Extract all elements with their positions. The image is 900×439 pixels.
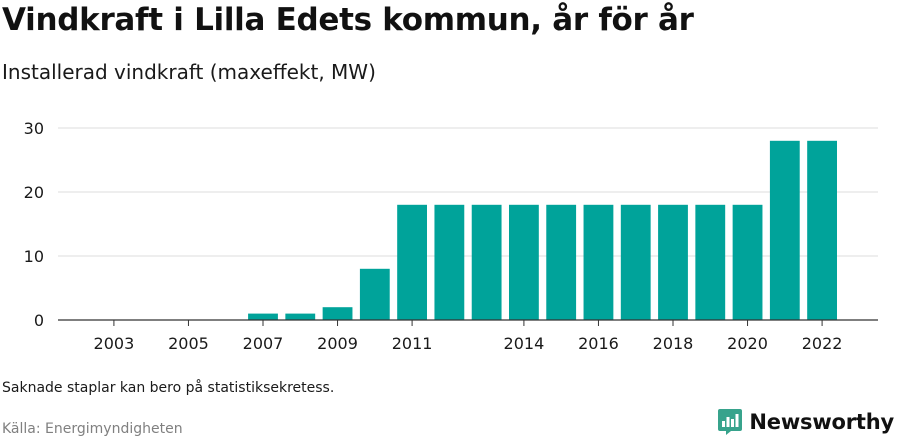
- chart-subtitle: Installerad vindkraft (maxeffekt, MW): [2, 60, 376, 84]
- y-tick-label: 20: [24, 183, 44, 202]
- x-tick-label: 2005: [168, 334, 209, 353]
- bar-2019: [695, 204, 726, 320]
- x-tick-label: 2003: [94, 334, 135, 353]
- bar-2017: [620, 204, 651, 320]
- bar-chart-logo-icon: [718, 409, 743, 435]
- bar-2021: [769, 140, 800, 320]
- bar-2011: [397, 204, 427, 320]
- x-tick-label: 2022: [802, 334, 843, 353]
- bar-2013: [471, 204, 502, 320]
- bar-2012: [434, 204, 465, 320]
- footnote: Saknade staplar kan bero på statistiksek…: [2, 380, 335, 396]
- x-tick-label: 2016: [578, 334, 619, 353]
- source-label: Källa: Energimyndigheten: [2, 421, 183, 437]
- bar-chart: 0 10 20 30 2003 2005 2007 2009 2011 2014 2016 2018 2…: [24, 119, 878, 353]
- brand-name: Newsworthy: [749, 410, 894, 434]
- bar-2014: [509, 204, 539, 320]
- y-tick-label: 30: [24, 119, 44, 138]
- bar-2010: [359, 268, 390, 320]
- x-tick-label: 2007: [243, 334, 284, 353]
- x-tick-label: 2018: [653, 334, 694, 353]
- x-tick-label: 2009: [317, 334, 358, 353]
- x-tick-label: 2014: [504, 334, 545, 353]
- bar-2022: [807, 140, 837, 320]
- bar-2009: [322, 307, 353, 320]
- newsworthy-logo[interactable]: Newsworthy: [717, 407, 894, 437]
- bar-2008: [285, 313, 316, 320]
- bar-2007: [248, 313, 278, 320]
- x-tick-label: 2011: [392, 334, 433, 353]
- chart-title: Vindkraft i Lilla Edets kommun, år för å…: [2, 2, 694, 38]
- bar-2018: [658, 204, 688, 320]
- bar-2015: [546, 204, 577, 320]
- x-tick-label: 2020: [727, 334, 768, 353]
- bar-2016: [583, 204, 614, 320]
- y-tick-label: 0: [34, 311, 44, 330]
- bar-2020: [732, 204, 763, 320]
- y-tick-label: 10: [24, 247, 44, 266]
